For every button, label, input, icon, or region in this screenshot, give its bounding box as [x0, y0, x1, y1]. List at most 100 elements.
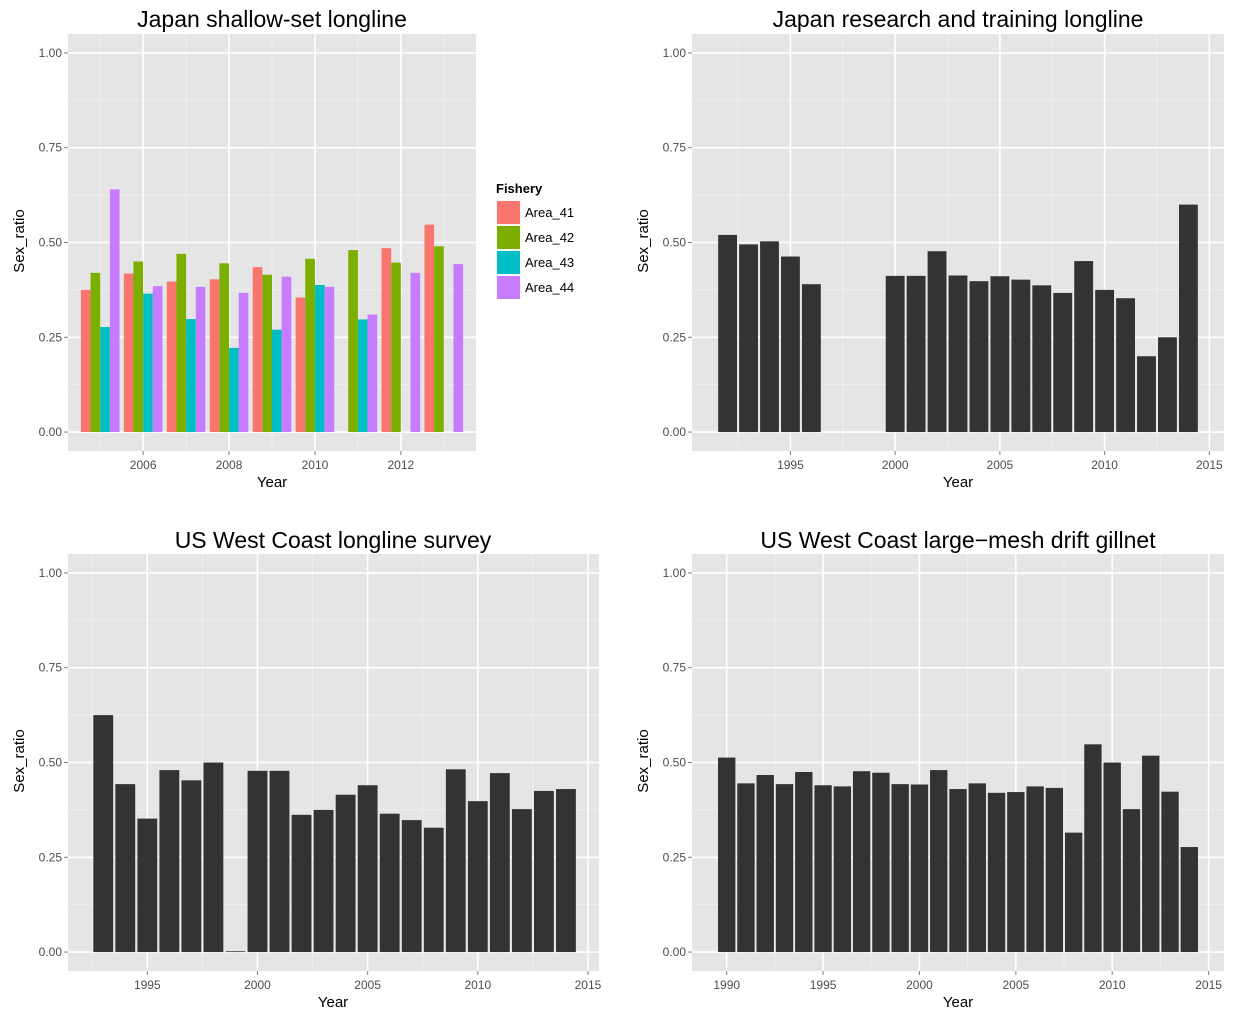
bar: [987, 792, 1006, 953]
y-axis-title: Sex_ratio: [11, 209, 28, 272]
bar: [760, 241, 779, 433]
bar: [910, 784, 929, 953]
bar: [990, 276, 1010, 433]
bar: [1178, 204, 1198, 433]
y-tick-label: 0.50: [663, 756, 687, 770]
bar: [927, 251, 947, 433]
bar-area-43: [357, 319, 368, 433]
bar-area-44: [453, 264, 464, 433]
bar: [1026, 786, 1044, 953]
bar: [467, 801, 488, 953]
bar-area-41: [381, 248, 392, 433]
bar-area-42: [348, 250, 358, 433]
x-tick-label: 1995: [777, 458, 804, 472]
x-tick-label: 2010: [464, 978, 491, 992]
legend-key: [497, 251, 520, 274]
bar-area-44: [238, 292, 249, 433]
bar: [401, 820, 422, 953]
bar-area-41: [166, 281, 177, 433]
bar-area-44: [367, 314, 378, 433]
bar: [291, 814, 312, 953]
x-tick-label: 2006: [130, 458, 157, 472]
bar: [556, 789, 576, 953]
bar: [93, 715, 114, 953]
legend-title: Fishery: [496, 181, 543, 196]
bar: [1007, 792, 1025, 953]
x-tick-label: 2012: [387, 458, 414, 472]
bar-area-43: [229, 347, 239, 433]
bar-area-41: [123, 273, 134, 433]
bar: [1122, 809, 1141, 953]
x-tick-label: 2005: [354, 978, 381, 992]
x-tick-label: 2000: [882, 458, 909, 472]
bar: [969, 281, 989, 433]
y-tick-label: 0.25: [39, 850, 63, 864]
y-tick-label: 0.75: [39, 141, 63, 155]
bar: [1161, 791, 1179, 953]
y-axis-title: Sex_ratio: [635, 729, 652, 792]
y-tick-label: 0.00: [663, 945, 687, 959]
bar-area-44: [410, 272, 421, 433]
y-tick-label: 0.50: [663, 236, 687, 250]
plot-area: 0.00 0.25 0.50 0.75 1.00 1990 1995 2000 2005 2010…: [663, 554, 1224, 992]
x-tick-label: 2010: [1099, 978, 1126, 992]
bar-area-44: [109, 189, 120, 433]
x-tick-label: 2015: [575, 978, 602, 992]
x-tick-label: 1995: [134, 978, 161, 992]
chart-title: US West Coast longline survey: [175, 527, 492, 553]
bar: [1095, 289, 1115, 433]
bar: [1064, 832, 1083, 953]
bar: [1074, 261, 1094, 433]
bar: [948, 275, 968, 433]
bar: [181, 780, 202, 953]
x-axis-title: Year: [257, 474, 287, 491]
legend-label: Area_44: [525, 280, 574, 295]
y-tick-label: 0.50: [39, 756, 63, 770]
bar: [489, 773, 510, 953]
legend-label: Area_43: [525, 255, 574, 270]
x-tick-label: 2005: [987, 458, 1014, 472]
x-tick-label: 2015: [1196, 458, 1223, 472]
x-tick-label: 1995: [810, 978, 837, 992]
bar-area-44: [324, 286, 335, 433]
bar: [511, 809, 532, 953]
chart-title: US West Coast large−mesh drift gillnet: [760, 527, 1156, 553]
bar-area-42: [391, 262, 401, 433]
bar: [1084, 744, 1102, 953]
bar-area-43: [100, 327, 110, 433]
bar-area-44: [281, 276, 292, 433]
bar-area-44: [195, 286, 206, 433]
plot-area: 0.00 0.25 0.50 0.75 1.00 2006 2008 2010 2012: [39, 34, 476, 472]
bar: [930, 770, 948, 953]
bar: [225, 951, 246, 953]
bar: [203, 762, 224, 953]
bar-area-41: [295, 297, 306, 433]
bar-area-41: [209, 279, 220, 433]
y-tick-label: 1.00: [663, 566, 687, 580]
bar-area-42: [305, 258, 315, 433]
y-tick-label: 0.25: [663, 330, 687, 344]
bar-area-42: [262, 274, 272, 433]
bar: [833, 786, 852, 953]
bar: [269, 770, 290, 953]
x-tick-label: 2010: [1091, 458, 1118, 472]
bar: [1116, 298, 1135, 433]
panel-japan-research-and-training-longline: Japan research and training longline 0.0…: [635, 6, 1224, 491]
bar: [1180, 847, 1198, 953]
bar-area-42: [219, 263, 230, 433]
bar: [313, 809, 334, 953]
bar: [718, 234, 738, 433]
bar: [115, 784, 136, 953]
bar-area-42: [90, 272, 101, 433]
bar: [718, 757, 736, 953]
bar-area-41: [424, 224, 435, 433]
bar-area-43: [143, 293, 153, 433]
plot-area: 0.00 0.25 0.50 0.75 1.00 1995 2000 2005 2010 2015: [39, 554, 602, 992]
bar-area-42: [176, 253, 187, 433]
x-axis-title: Year: [943, 474, 973, 491]
bar: [852, 771, 871, 953]
bar: [357, 785, 378, 953]
bar: [872, 772, 890, 953]
x-axis-title: Year: [318, 994, 348, 1011]
bar-area-43: [186, 319, 196, 433]
